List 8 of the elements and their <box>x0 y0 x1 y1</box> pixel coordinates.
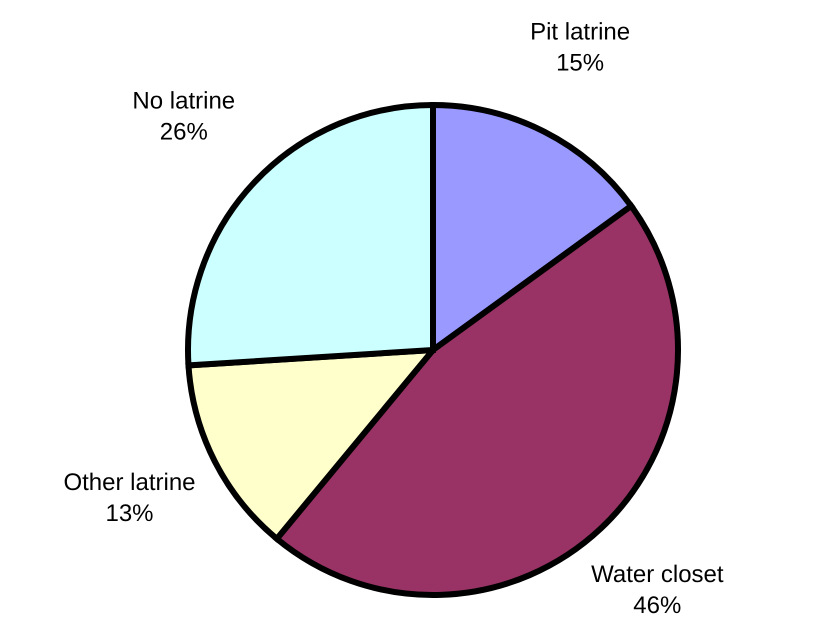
slice-label: Other latrine <box>63 468 196 496</box>
data-label: 46% <box>633 592 682 620</box>
slice-label: Pit latrine <box>530 18 630 46</box>
data-label: 15% <box>556 50 604 77</box>
slice-label: Water closet <box>591 561 724 588</box>
data-label: 26% <box>160 118 208 146</box>
data-label: 13% <box>105 500 154 528</box>
slice-label: No latrine <box>132 87 236 114</box>
